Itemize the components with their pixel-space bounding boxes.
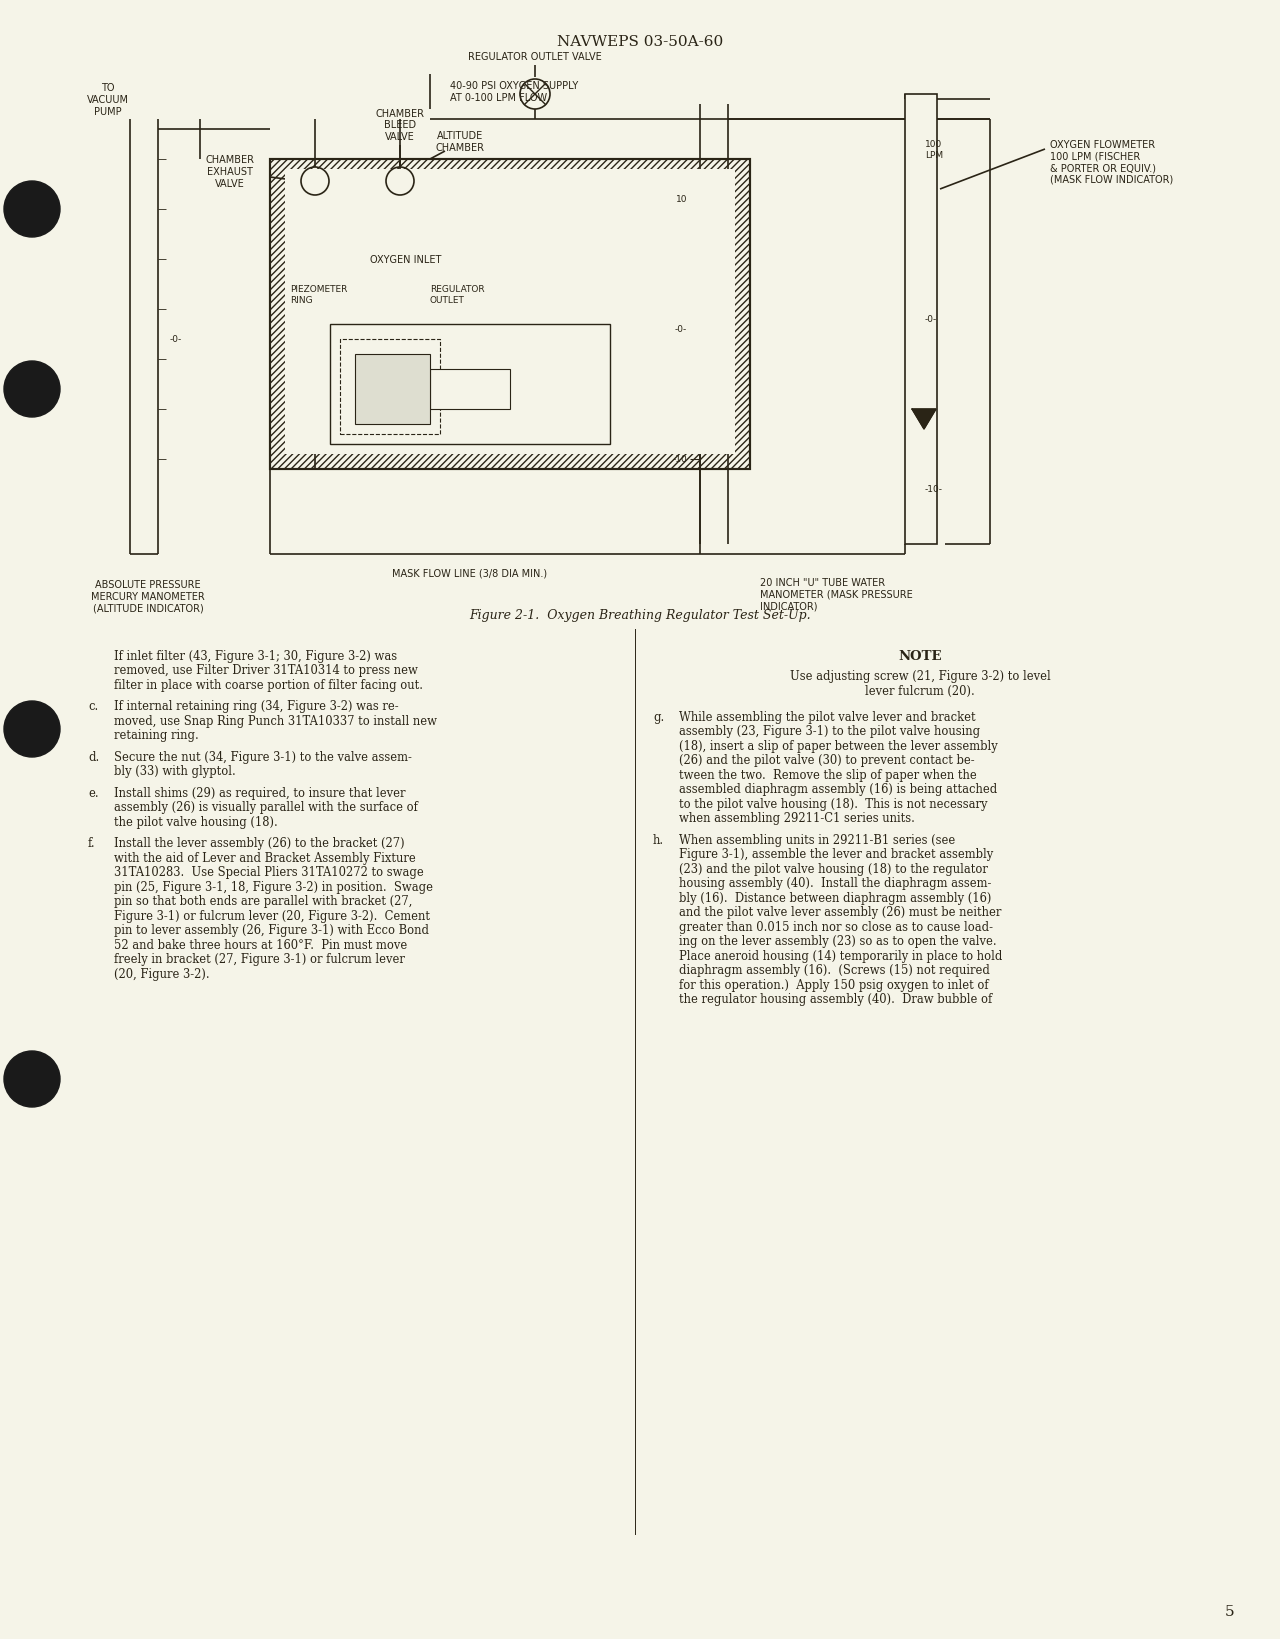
- Text: for this operation.)  Apply 150 psig oxygen to inlet of: for this operation.) Apply 150 psig oxyg…: [678, 978, 988, 992]
- Text: greater than 0.015 inch nor so close as to cause load-: greater than 0.015 inch nor so close as …: [678, 921, 993, 934]
- Bar: [355, 354, 430, 425]
- Text: -10: -10: [672, 456, 687, 464]
- Text: 100
LPM: 100 LPM: [925, 141, 943, 159]
- Text: (23) and the pilot valve housing (18) to the regulator: (23) and the pilot valve housing (18) to…: [678, 862, 988, 875]
- Text: assembly (23, Figure 3-1) to the pilot valve housing: assembly (23, Figure 3-1) to the pilot v…: [678, 724, 980, 738]
- Text: g.: g.: [653, 711, 664, 723]
- Text: bly (16).  Distance between diaphragm assembly (16): bly (16). Distance between diaphragm ass…: [678, 892, 992, 905]
- Text: housing assembly (40).  Install the diaphragm assem-: housing assembly (40). Install the diaph…: [678, 877, 992, 890]
- Text: If inlet filter (43, Figure 3-1; 30, Figure 3-2) was: If inlet filter (43, Figure 3-1; 30, Fig…: [114, 649, 397, 662]
- Bar: [270, 161, 750, 470]
- Text: While assembling the pilot valve lever and bracket: While assembling the pilot valve lever a…: [678, 711, 975, 723]
- Bar: [270, 161, 750, 470]
- Text: RESTRICTOR: RESTRICTOR: [415, 380, 472, 390]
- Text: e.: e.: [88, 787, 99, 800]
- Text: ing on the lever assembly (23) so as to open the valve.: ing on the lever assembly (23) so as to …: [678, 934, 997, 947]
- Text: Install the lever assembly (26) to the bracket (27): Install the lever assembly (26) to the b…: [114, 838, 404, 851]
- Text: assembly (26) is visually parallel with the surface of: assembly (26) is visually parallel with …: [114, 801, 417, 815]
- Circle shape: [4, 1051, 60, 1108]
- Text: OXYGEN INLET: OXYGEN INLET: [370, 254, 442, 266]
- Text: ALTITUDE
CHAMBER: ALTITUDE CHAMBER: [435, 131, 485, 152]
- Text: pin (25, Figure 3-1, 18, Figure 3-2) in position.  Swage: pin (25, Figure 3-1, 18, Figure 3-2) in …: [114, 880, 433, 893]
- Text: ABSOLUTE PRESSURE
MERCURY MANOMETER
(ALTITUDE INDICATOR): ABSOLUTE PRESSURE MERCURY MANOMETER (ALT…: [91, 580, 205, 613]
- Text: -0-: -0-: [170, 336, 182, 344]
- Text: bly (33) with glyptol.: bly (33) with glyptol.: [114, 765, 236, 779]
- Text: d.: d.: [88, 751, 100, 764]
- Text: (20, Figure 3-2).: (20, Figure 3-2).: [114, 967, 210, 980]
- Text: If internal retaining ring (34, Figure 3-2) was re-: If internal retaining ring (34, Figure 3…: [114, 700, 398, 713]
- Text: pin to lever assembly (26, Figure 3-1) with Ecco Bond: pin to lever assembly (26, Figure 3-1) w…: [114, 924, 429, 938]
- Text: PIEZOMETER
RING: PIEZOMETER RING: [291, 285, 347, 305]
- Bar: [430, 370, 509, 410]
- Text: REGULATOR OUTLET VALVE: REGULATOR OUTLET VALVE: [468, 52, 602, 62]
- Text: Secure the nut (34, Figure 3-1) to the valve assem-: Secure the nut (34, Figure 3-1) to the v…: [114, 751, 412, 764]
- Text: when assembling 29211-C1 series units.: when assembling 29211-C1 series units.: [678, 811, 915, 824]
- Text: -0-: -0-: [925, 315, 937, 325]
- Text: REGULATOR
OUTLET: REGULATOR OUTLET: [430, 285, 485, 305]
- Text: Figure 2-1.  Oxygen Breathing Regulator Test Set-Up.: Figure 2-1. Oxygen Breathing Regulator T…: [470, 608, 810, 621]
- Text: removed, use Filter Driver 31TA10314 to press new: removed, use Filter Driver 31TA10314 to …: [114, 664, 417, 677]
- Text: and the pilot valve lever assembly (26) must be neither: and the pilot valve lever assembly (26) …: [678, 906, 1001, 919]
- Circle shape: [4, 362, 60, 418]
- Text: Use adjusting screw (21, Figure 3-2) to level: Use adjusting screw (21, Figure 3-2) to …: [790, 670, 1051, 682]
- Text: CHAMBER
EXHAUST
VALVE: CHAMBER EXHAUST VALVE: [206, 156, 255, 188]
- Text: 31TA10283.  Use Special Pliers 31TA10272 to swage: 31TA10283. Use Special Pliers 31TA10272 …: [114, 865, 424, 879]
- Text: moved, use Snap Ring Punch 31TA10337 to install new: moved, use Snap Ring Punch 31TA10337 to …: [114, 715, 436, 728]
- Text: tween the two.  Remove the slip of paper when the: tween the two. Remove the slip of paper …: [678, 769, 977, 782]
- Text: When assembling units in 29211-B1 series (see: When assembling units in 29211-B1 series…: [678, 834, 955, 846]
- Text: lever fulcrum (20).: lever fulcrum (20).: [865, 683, 975, 697]
- Text: Figure 3-1), assemble the lever and bracket assembly: Figure 3-1), assemble the lever and brac…: [678, 847, 993, 860]
- Text: 5: 5: [1225, 1605, 1235, 1618]
- Circle shape: [4, 182, 60, 238]
- Polygon shape: [911, 410, 936, 429]
- Text: h.: h.: [653, 834, 664, 846]
- Text: pin so that both ends are parallel with bracket (27,: pin so that both ends are parallel with …: [114, 895, 412, 908]
- Bar: [340, 339, 440, 434]
- Text: MASK FLOW LINE (3/8 DIA MIN.): MASK FLOW LINE (3/8 DIA MIN.): [393, 567, 548, 577]
- Text: with the aid of Lever and Bracket Assembly Fixture: with the aid of Lever and Bracket Assemb…: [114, 852, 416, 864]
- Text: REGULATOR UNDER
TEST: REGULATOR UNDER TEST: [360, 421, 449, 441]
- Text: the pilot valve housing (18).: the pilot valve housing (18).: [114, 816, 278, 828]
- Text: freely in bracket (27, Figure 3-1) or fulcrum lever: freely in bracket (27, Figure 3-1) or fu…: [114, 952, 404, 965]
- Circle shape: [4, 701, 60, 757]
- Text: 10: 10: [676, 195, 687, 205]
- Text: NAVWEPS 03-50A-60: NAVWEPS 03-50A-60: [557, 34, 723, 49]
- Text: Install shims (29) as required, to insure that lever: Install shims (29) as required, to insur…: [114, 787, 406, 800]
- Text: TO
VACUUM
PUMP: TO VACUUM PUMP: [87, 84, 129, 116]
- Text: Figure 3-1) or fulcrum lever (20, Figure 3-2).  Cement: Figure 3-1) or fulcrum lever (20, Figure…: [114, 910, 430, 923]
- Text: NOTE: NOTE: [899, 649, 942, 662]
- Text: CHAMBER
BLEED
VALVE: CHAMBER BLEED VALVE: [375, 108, 425, 143]
- Text: -0-: -0-: [675, 325, 687, 334]
- Text: 52 and bake three hours at 160°F.  Pin must move: 52 and bake three hours at 160°F. Pin mu…: [114, 939, 407, 951]
- Text: f.: f.: [88, 838, 96, 851]
- Text: to the pilot valve housing (18).  This is not necessary: to the pilot valve housing (18). This is…: [678, 798, 987, 811]
- Text: retaining ring.: retaining ring.: [114, 729, 198, 742]
- Text: diaphragm assembly (16).  (Screws (15) not required: diaphragm assembly (16). (Screws (15) no…: [678, 964, 989, 977]
- Bar: [285, 170, 735, 454]
- Text: the regulator housing assembly (40).  Draw bubble of: the regulator housing assembly (40). Dra…: [678, 993, 992, 1006]
- Text: 40-90 PSI OXYGEN SUPPLY
AT 0-100 LPM FLOW: 40-90 PSI OXYGEN SUPPLY AT 0-100 LPM FLO…: [451, 82, 579, 103]
- Text: (26) and the pilot valve (30) to prevent contact be-: (26) and the pilot valve (30) to prevent…: [678, 754, 974, 767]
- Bar: [905, 95, 937, 544]
- Text: filter in place with coarse portion of filter facing out.: filter in place with coarse portion of f…: [114, 679, 422, 692]
- Text: (18), insert a slip of paper between the lever assembly: (18), insert a slip of paper between the…: [678, 739, 997, 752]
- Bar: [330, 325, 611, 444]
- Text: -10-: -10-: [925, 485, 943, 495]
- Text: OXYGEN FLOWMETER
100 LPM (FISCHER
& PORTER OR EQUIV.)
(MASK FLOW INDICATOR): OXYGEN FLOWMETER 100 LPM (FISCHER & PORT…: [1050, 139, 1174, 185]
- Text: 20 INCH "U" TUBE WATER
MANOMETER (MASK PRESSURE
INDICATOR): 20 INCH "U" TUBE WATER MANOMETER (MASK P…: [760, 577, 913, 611]
- Text: c.: c.: [88, 700, 99, 713]
- Text: Place aneroid housing (14) temporarily in place to hold: Place aneroid housing (14) temporarily i…: [678, 949, 1002, 962]
- Text: assembled diaphragm assembly (16) is being attached: assembled diaphragm assembly (16) is bei…: [678, 783, 997, 797]
